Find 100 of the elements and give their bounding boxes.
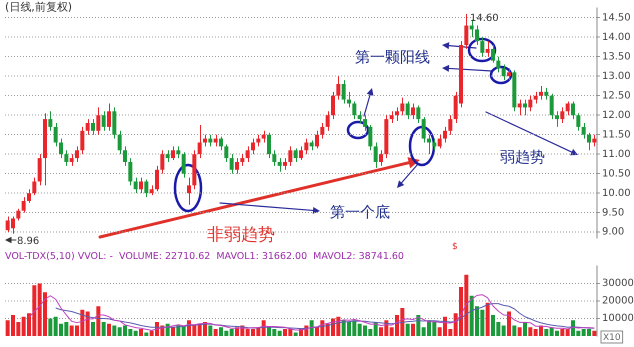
text: X10 (603, 333, 621, 343)
y-tick-label: 20000 (602, 296, 634, 307)
candlestick (550, 93, 554, 120)
y-tick-label: 10.50 (602, 168, 631, 180)
candlestick (187, 177, 191, 206)
bar (139, 329, 143, 336)
candlestick (208, 134, 212, 147)
bar (107, 324, 111, 336)
candlestick (374, 142, 378, 168)
candlestick (336, 76, 340, 100)
bar (310, 320, 314, 336)
candlestick (502, 64, 506, 81)
y-tick-label: 9.00 (602, 226, 624, 238)
candlestick (272, 150, 276, 166)
candlestick (555, 110, 559, 128)
candlestick (160, 150, 164, 174)
candlestick (38, 154, 42, 186)
candlestick (432, 138, 436, 151)
candlestick (283, 158, 287, 170)
bar (102, 322, 106, 336)
candlestick (59, 138, 63, 159)
annotation: 第一个底 (330, 203, 390, 221)
candlestick (171, 146, 175, 161)
y-tick-label: 10000 (602, 313, 634, 324)
annotation: 非弱趋势 (207, 225, 275, 245)
candlestick (496, 56, 500, 73)
candlestick (368, 124, 372, 151)
candlestick (198, 124, 202, 159)
candlestick (176, 146, 180, 159)
candlestick (294, 148, 298, 162)
bar (518, 327, 522, 336)
y-tick-label: 11.50 (602, 129, 631, 140)
bar (512, 326, 516, 336)
candlestick (134, 177, 138, 194)
candlestick (560, 106, 564, 124)
candlestick (278, 158, 282, 172)
candlestick (54, 122, 58, 147)
candlestick (251, 138, 255, 155)
candlestick (427, 134, 431, 155)
candlestick (144, 179, 148, 198)
candlestick (64, 150, 68, 166)
candlestick (592, 134, 596, 147)
candlestick (256, 134, 260, 147)
candlestick (70, 154, 74, 166)
candlestick (235, 158, 239, 174)
candlestick (91, 118, 95, 136)
candlestick (112, 106, 116, 140)
candlestick (534, 91, 538, 104)
candlestick (299, 146, 303, 161)
candlestick (80, 126, 84, 155)
candlestick (107, 103, 111, 132)
candlestick (395, 106, 399, 122)
candlestick (155, 165, 159, 192)
candlestick (566, 101, 570, 116)
y-tick-label: 12.50 (602, 90, 631, 102)
candlestick (443, 126, 447, 143)
chart-title: VOL-TDX(5,10) VVOL: - VOLUME: 22710.62 MAVOL1: 31662.00 MAVOL2: 38741.60 (5, 251, 404, 262)
candlestick (400, 97, 404, 116)
candlestick (27, 188, 31, 204)
y-tick-label: 13.50 (602, 51, 631, 62)
candlestick (166, 150, 170, 162)
candlestick (75, 146, 79, 162)
candlestick (539, 85, 543, 100)
candlestick (310, 140, 314, 151)
candlestick (475, 25, 479, 46)
y-tick-label: 11.00 (602, 148, 631, 160)
candlestick (214, 134, 218, 147)
candlestick (16, 208, 20, 221)
candlestick (416, 104, 420, 124)
y-tick-label: 30000 (602, 278, 634, 290)
candlestick (571, 101, 575, 120)
candlestick (544, 87, 548, 100)
candlestick (507, 68, 511, 81)
candlestick (448, 114, 452, 136)
candlestick (587, 132, 591, 151)
chart-title: (日线,前复权) (5, 0, 72, 14)
candlestick (576, 112, 580, 132)
y-tick-label: 10.00 (602, 188, 631, 199)
annotation: 弱趋势 (500, 148, 545, 166)
candlestick (123, 146, 127, 166)
candlestick (528, 95, 532, 112)
candlestick (491, 44, 495, 64)
candlestick (22, 196, 26, 214)
text: $ (452, 242, 458, 252)
bar (96, 306, 100, 336)
candlestick (480, 36, 484, 58)
bar (91, 322, 95, 336)
candlestick (582, 122, 586, 140)
candlestick (150, 184, 154, 196)
candlestick (422, 116, 426, 143)
candlestick (86, 118, 90, 136)
annotation: 第一颗阳线 (355, 48, 430, 66)
bar (486, 302, 490, 336)
bar (214, 329, 218, 336)
annotation: 14.60 (470, 13, 499, 24)
candlestick (320, 122, 324, 140)
y-tick-label: 14.00 (602, 32, 631, 43)
candlestick (262, 130, 266, 143)
candlestick (224, 144, 228, 162)
candlestick (118, 130, 122, 155)
